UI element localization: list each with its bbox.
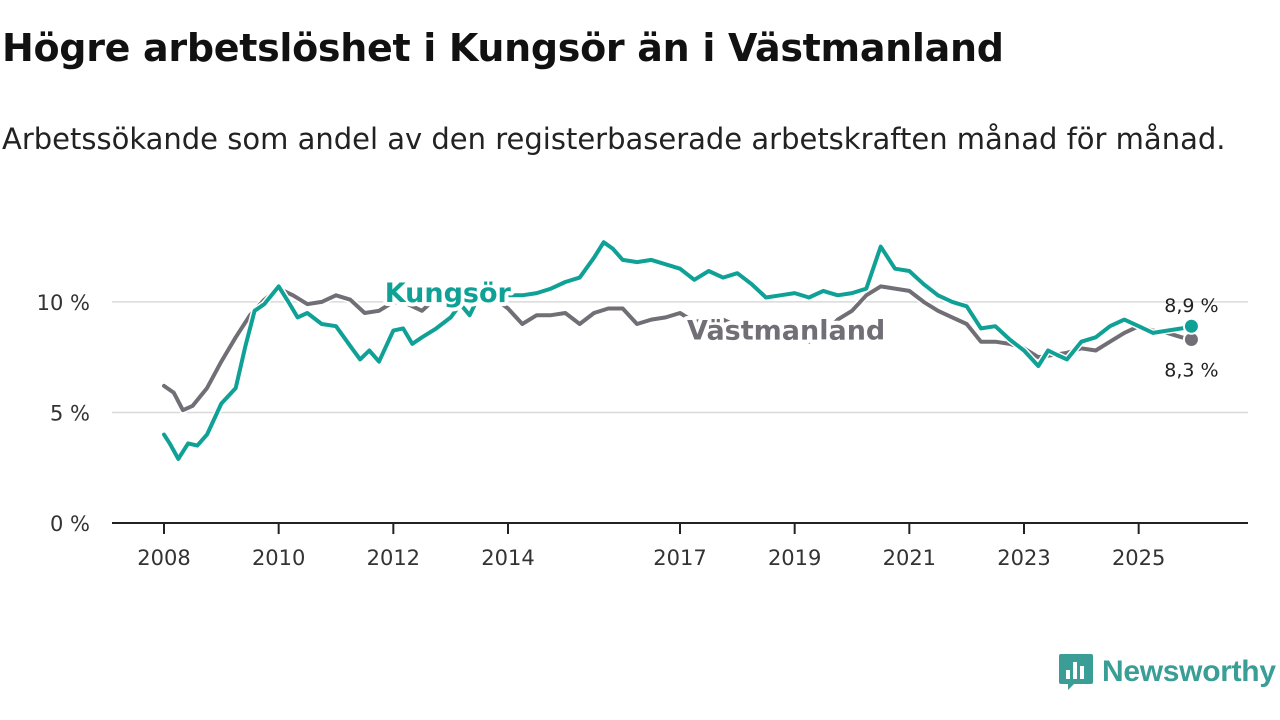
x-axis: 2008 2010 2012 2014 2017 2019 2021 2023 2025 [112,522,1248,570]
end-label-v-stmanland: 8,3 % [1164,359,1218,381]
x-tick-label-2012: 2012 [367,546,420,570]
series-label-kungs-r: Kungsör [385,278,512,309]
series-line-kungs-r [162,240,1194,461]
series-lines [160,238,1195,463]
x-tick-label-2010: 2010 [252,546,305,570]
newsworthy-logo-icon [1059,654,1093,690]
series-labels: Västmanland Kungsör 8,3 % 8,9 % [381,274,1219,382]
x-tick-label-2008: 2008 [137,546,190,570]
end-point-kungs-r [1182,317,1200,335]
x-tick-label-2019: 2019 [768,546,821,570]
y-tick-label-10: 10 % [37,291,90,315]
chart-title: Högre arbetslöshet i Kungsör än i Västma… [2,26,1004,70]
y-tick-label-5: 5 % [50,401,90,425]
series-label-v-stmanland: Västmanland [687,315,885,346]
chart-subtitle: Arbetssökande som andel av den registerb… [2,122,1226,156]
gridlines [112,301,1248,414]
x-tick-label-2023: 2023 [997,546,1050,570]
x-tick-label-2014: 2014 [481,546,534,570]
y-axis-ticks: 0 % 5 % 10 % [37,291,90,536]
series-halo-v-stmanland [160,282,1195,414]
x-tick-label-2025: 2025 [1112,546,1165,570]
end-label-kungs-r: 8,9 % [1164,295,1218,317]
x-tick-label-2017: 2017 [653,546,706,570]
brand-name: Newsworthy [1102,655,1276,688]
x-tick-label-2021: 2021 [883,546,936,570]
y-tick-label-0: 0 % [50,512,90,536]
series-halo-kungs-r [160,238,1195,463]
newsworthy-brand[interactable]: Newsworthy [1058,652,1276,692]
